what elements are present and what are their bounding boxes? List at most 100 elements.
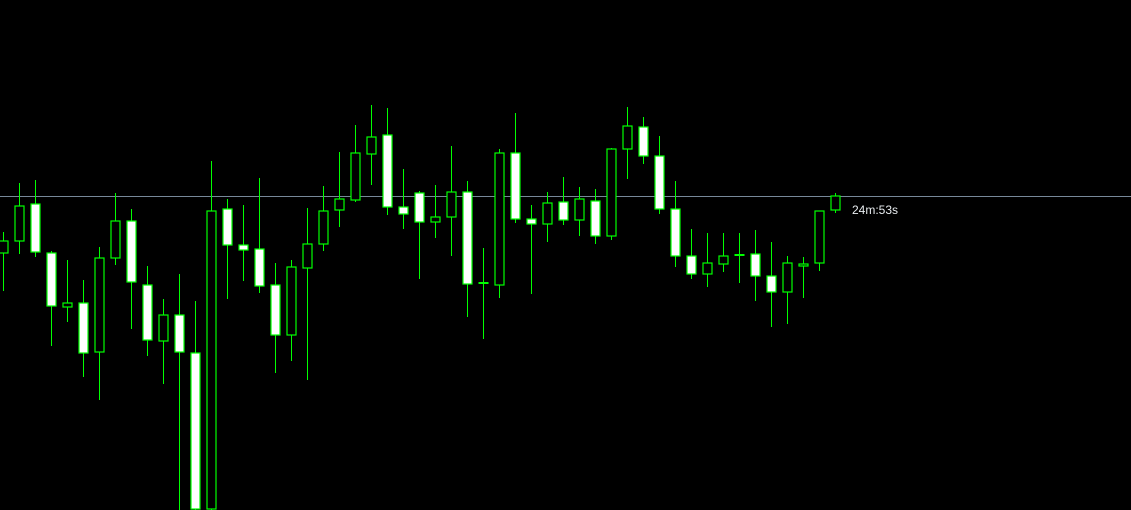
candle-body-bullish	[798, 263, 809, 267]
candle-body-bullish	[622, 125, 633, 150]
candle-body-bearish	[398, 206, 409, 215]
candle	[446, 146, 457, 256]
candle	[238, 205, 249, 281]
candle	[462, 181, 473, 317]
candle-body-bullish	[542, 202, 553, 225]
candle-body-bearish	[670, 208, 681, 257]
candle	[14, 183, 25, 254]
candle-body-bullish	[94, 257, 105, 353]
candle	[782, 256, 793, 324]
candle	[174, 274, 185, 510]
candle-body-bearish	[414, 192, 425, 223]
candle	[510, 113, 521, 223]
candle-body-bearish	[222, 208, 233, 246]
candle-body-bearish	[46, 252, 57, 307]
candle	[558, 177, 569, 225]
candle-body-bullish	[574, 198, 585, 221]
candle	[494, 149, 505, 298]
candle-body-bearish	[254, 248, 265, 287]
candle-body-bullish	[110, 220, 121, 259]
candle	[158, 299, 169, 384]
candle-body-bullish	[782, 262, 793, 293]
candle	[414, 191, 425, 279]
candle-body-bullish	[318, 210, 329, 245]
candle	[430, 185, 441, 238]
candle	[814, 210, 825, 271]
candle-body-bearish	[590, 200, 601, 237]
candle	[654, 136, 665, 214]
candle	[478, 248, 489, 339]
candle-body-bullish	[830, 195, 841, 211]
candle	[382, 108, 393, 215]
candle	[270, 263, 281, 373]
candle	[94, 247, 105, 400]
candle-body-bullish	[158, 314, 169, 342]
candle	[702, 233, 713, 287]
candle-body-bearish	[382, 134, 393, 208]
candle-body-bullish	[430, 216, 441, 223]
candle-body-bullish	[334, 198, 345, 211]
candle	[734, 233, 745, 283]
candle	[622, 107, 633, 179]
bar-countdown-timer: 24m:53s	[852, 203, 899, 217]
candle-body-bullish	[702, 262, 713, 275]
candle-body-bearish	[750, 253, 761, 277]
candle-body-bullish	[0, 240, 9, 254]
candle-body-bullish	[302, 243, 313, 269]
candle	[830, 193, 841, 213]
candle	[222, 199, 233, 299]
candle-body-bearish	[126, 220, 137, 283]
candle-body-bearish	[558, 201, 569, 221]
candle-body-bearish	[686, 255, 697, 275]
candle-body-bullish	[14, 205, 25, 242]
candles-group	[0, 105, 841, 510]
candle	[766, 242, 777, 327]
candle	[542, 192, 553, 242]
candle-body-bearish	[142, 284, 153, 341]
candle	[606, 148, 617, 240]
candle	[318, 186, 329, 251]
candle	[718, 233, 729, 272]
candle-body-bearish	[78, 302, 89, 354]
candle	[590, 189, 601, 244]
candle	[526, 205, 537, 294]
candle	[0, 232, 9, 291]
candle	[750, 230, 761, 301]
candle	[670, 181, 681, 267]
candle	[302, 208, 313, 380]
candle	[366, 105, 377, 185]
candle-body-bearish	[270, 284, 281, 336]
candle-body-bullish	[286, 266, 297, 336]
candle	[142, 266, 153, 356]
candle	[206, 161, 217, 510]
candle-body-bearish	[174, 314, 185, 353]
candle	[638, 117, 649, 164]
candle-body-bullish	[206, 210, 217, 510]
candle-body-bullish	[606, 148, 617, 237]
candle-body-bullish	[366, 136, 377, 155]
candle	[286, 260, 297, 361]
candle	[798, 257, 809, 298]
candle-body-bearish	[462, 191, 473, 285]
candle-body-bearish	[238, 244, 249, 251]
candle-body-bullish	[446, 191, 457, 218]
candle	[62, 260, 73, 322]
candle-body-bearish	[654, 155, 665, 210]
candle-body-bearish	[526, 218, 537, 225]
candle-body-bullish	[494, 152, 505, 286]
candle	[350, 125, 361, 202]
candle	[78, 280, 89, 377]
candle	[398, 169, 409, 229]
candle-body-bullish	[350, 152, 361, 201]
candle-body-bullish	[62, 302, 73, 308]
candle	[110, 193, 121, 265]
candle-body-bearish	[190, 352, 201, 510]
candle	[126, 209, 137, 329]
candle-body-bearish	[638, 126, 649, 157]
candle-body-bearish	[30, 203, 41, 253]
candle	[46, 251, 57, 346]
candle	[190, 301, 201, 510]
candle-body-bearish	[510, 152, 521, 220]
